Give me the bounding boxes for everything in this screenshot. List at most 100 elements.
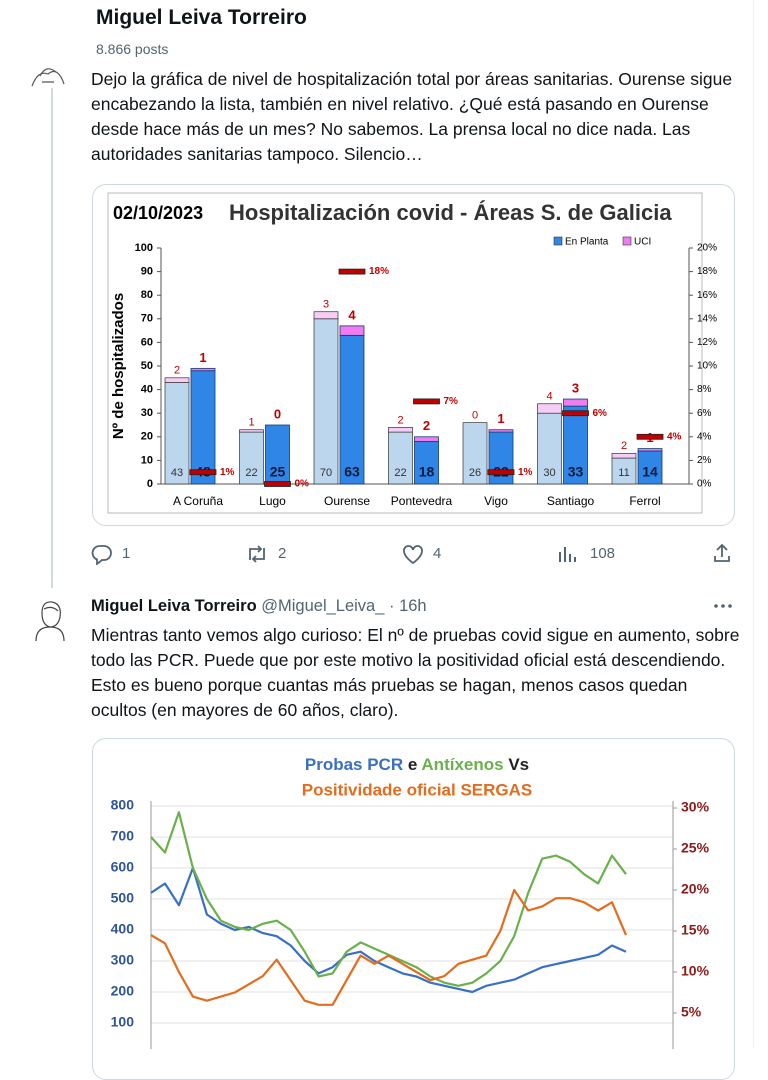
- y-tick-label: 600: [111, 859, 135, 875]
- y2-tick-label: 30%: [681, 799, 710, 815]
- line-series: [150, 866, 627, 994]
- more-icon[interactable]: [712, 600, 734, 612]
- x-tick-label: Lugo: [259, 494, 286, 508]
- value-label: 30: [543, 467, 555, 479]
- title-part: Vs: [508, 755, 529, 774]
- value-label: 11: [618, 467, 629, 479]
- bar-previous: [239, 431, 264, 485]
- relative-marker: [636, 433, 664, 440]
- avatar[interactable]: [28, 56, 68, 92]
- value-label: 0: [274, 406, 281, 421]
- relative-marker: [338, 268, 366, 275]
- bar-uci: [190, 367, 216, 372]
- bar: [339, 334, 365, 485]
- title-part: Probas PCR: [305, 755, 403, 774]
- bar-previous-uci: [388, 427, 413, 433]
- value-label: 2: [397, 414, 403, 426]
- bar-previous: [611, 457, 637, 485]
- legend-swatch: [622, 236, 632, 246]
- views-icon[interactable]: [556, 543, 578, 565]
- value-label: 26: [469, 467, 481, 479]
- reply-icon[interactable]: [91, 543, 113, 565]
- relative-label: 18%: [369, 266, 389, 277]
- y2-tick-label: 2%: [697, 455, 712, 466]
- bar-uci: [414, 436, 439, 442]
- y2-tick-label: 8%: [697, 384, 712, 395]
- relative-marker: [562, 410, 589, 417]
- y-tick-label: 700: [111, 828, 135, 844]
- y-tick-label: 20: [141, 431, 153, 443]
- bar-uci: [563, 398, 588, 407]
- y2-tick-label: 16%: [697, 290, 717, 301]
- value-label: 3: [572, 380, 579, 395]
- thread-line: [51, 88, 53, 588]
- post-text: Dejo la gráfica de nivel de hospitalizac…: [91, 69, 733, 164]
- bar-previous: [164, 382, 190, 485]
- line-series: [150, 888, 628, 1006]
- y2-tick-label: 15%: [681, 922, 710, 938]
- value-label: 4: [348, 307, 356, 322]
- y-tick-label: 400: [111, 921, 135, 937]
- y-tick-label: 90: [141, 266, 153, 278]
- y2-tick-label: 10%: [681, 963, 710, 979]
- y2-tick-label: 25%: [681, 840, 710, 856]
- y-tick-label: 200: [111, 983, 135, 999]
- legend-label: En Planta: [565, 237, 609, 248]
- author-handle[interactable]: @Miguel_Leiva_: [261, 597, 385, 615]
- bar: [414, 441, 439, 485]
- y-tick-label: 80: [141, 289, 153, 301]
- y-tick-label: 800: [111, 797, 135, 813]
- bar-uci: [488, 429, 514, 433]
- relative-label: 1%: [220, 467, 235, 478]
- like-count[interactable]: 4: [433, 545, 442, 562]
- media[interactable]: 02/10/2023 Hospitalización covid - Áreas …: [92, 184, 735, 526]
- x-tick-label: Pontevedra: [391, 494, 453, 508]
- value-label: 2: [423, 418, 430, 433]
- relative-label: 1%: [518, 467, 533, 478]
- chart-title: Hospitalización covid - Áreas S. de Gali…: [229, 200, 672, 225]
- share-icon[interactable]: [711, 542, 733, 564]
- bar-previous-uci: [611, 452, 637, 459]
- relative-marker: [487, 469, 515, 476]
- value-label: 1: [199, 350, 206, 365]
- value-label: 18: [419, 464, 435, 480]
- post-time[interactable]: · 16h: [389, 597, 427, 615]
- x-tick-label: Vigo: [484, 494, 508, 508]
- title-part: Antíxenos: [421, 755, 503, 774]
- views-count[interactable]: 108: [590, 545, 616, 562]
- y2-tick-label: 12%: [697, 337, 717, 348]
- reply-count[interactable]: 1: [122, 545, 131, 562]
- x-tick-label: A Coruña: [173, 494, 223, 508]
- relative-label: 4%: [667, 431, 682, 442]
- y2-tick-label: 14%: [697, 313, 717, 324]
- post-count: 8.866 posts: [96, 41, 169, 57]
- bar: [190, 370, 216, 485]
- like-icon[interactable]: [401, 543, 425, 565]
- y-tick-label: 70: [141, 313, 153, 325]
- y-tick-label: 40: [141, 384, 153, 396]
- repost-count[interactable]: 2: [278, 545, 287, 562]
- media[interactable]: Probas PCR e Antíxenos Vs Positividade of…: [92, 738, 735, 1080]
- bar-previous: [313, 318, 339, 485]
- chart-date: 02/10/2023: [113, 203, 203, 223]
- y2-tick-label: 18%: [697, 266, 717, 277]
- y-tick-label: 10: [141, 454, 153, 466]
- bar-previous-uci: [164, 377, 190, 383]
- relative-marker: [413, 398, 440, 405]
- value-label: 22: [394, 467, 406, 479]
- value-label: 2: [174, 365, 180, 377]
- post-header: Miguel Leiva Torreiro @Miguel_Leiva_ · 1…: [91, 597, 427, 616]
- relative-label: 6%: [593, 408, 608, 419]
- y2-tick-label: 4%: [697, 431, 712, 442]
- profile-name: Miguel Leiva Torreiro: [96, 6, 307, 29]
- bar: [563, 405, 588, 485]
- title-part: e: [408, 755, 417, 774]
- value-label: 1: [497, 411, 504, 426]
- author-name[interactable]: Miguel Leiva Torreiro: [91, 597, 257, 615]
- y2-tick-label: 20%: [697, 243, 717, 254]
- bar-previous-uci: [537, 403, 562, 414]
- repost-icon[interactable]: [245, 543, 269, 565]
- chart-image: Probas PCR e Antíxenos Vs Positividade of…: [111, 755, 710, 1049]
- relative-label: 7%: [444, 396, 459, 407]
- avatar[interactable]: [28, 597, 72, 643]
